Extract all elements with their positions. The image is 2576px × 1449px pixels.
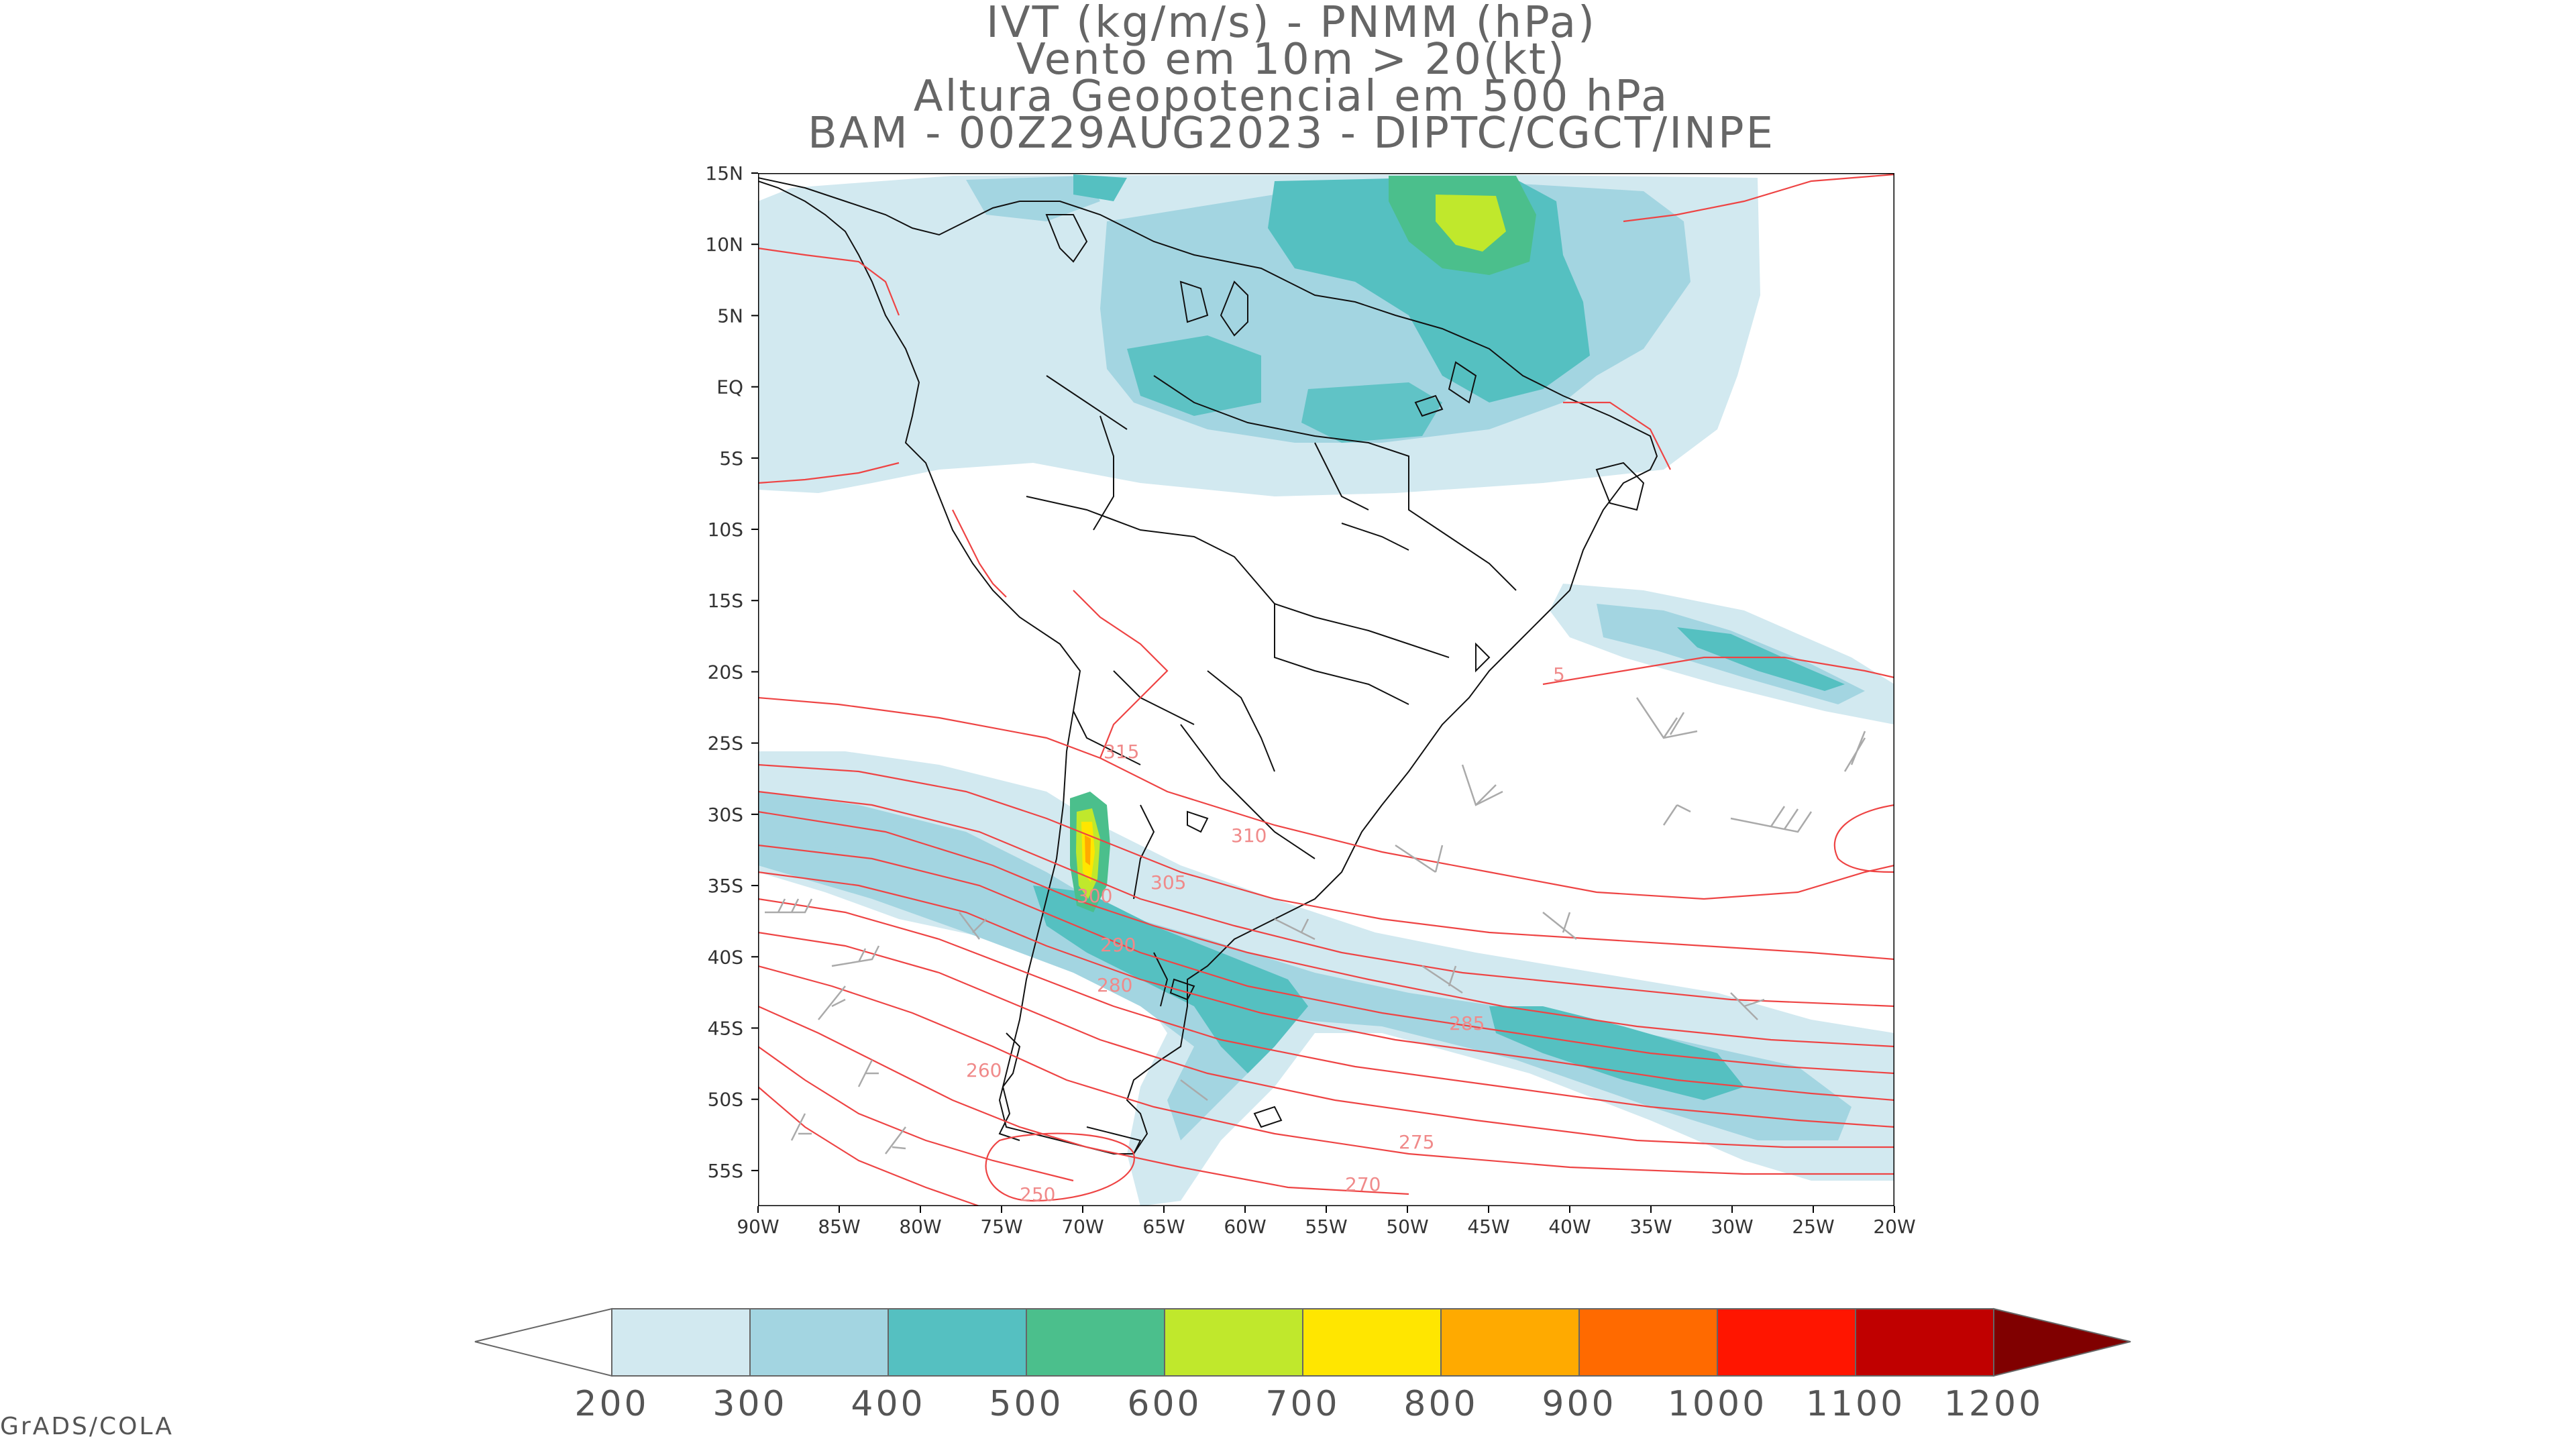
colorbar-swatch — [1164, 1308, 1303, 1377]
title-line-1: IVT (kg/m/s) - PNMM (hPa) — [986, 0, 1597, 48]
contour-label: 280 — [1097, 974, 1132, 996]
lat-tick-label: 25S — [708, 733, 743, 755]
lon-tick-label: 55W — [1305, 1216, 1347, 1238]
lat-tick-label: 20S — [708, 661, 743, 683]
colorbar-swatch — [1717, 1308, 1856, 1377]
colorbar-label: 800 — [1403, 1384, 1478, 1424]
colorbar-swatch — [611, 1308, 751, 1377]
colorbar-label: 300 — [712, 1384, 787, 1424]
colorbar-label: 1100 — [1806, 1384, 1905, 1424]
lat-tick-label: 50S — [708, 1089, 743, 1111]
lat-tick-label: 55S — [708, 1160, 743, 1182]
title-line-3: Altura Geopotencial em 500 hPa — [914, 72, 1669, 121]
lat-tick-label: 45S — [708, 1017, 743, 1039]
colorbar: 200 300 400 500 600 700 800 900 1000 1100 1200 — [474, 1307, 2131, 1424]
lon-tick-label: 85W — [818, 1216, 860, 1238]
contour-label: 5 — [1553, 663, 1565, 686]
contour-label: 270 — [1345, 1173, 1381, 1195]
contour-label: 305 — [1150, 871, 1186, 894]
colorbar-high-arrow — [1993, 1307, 2131, 1377]
lat-tick-label: 15S — [708, 590, 743, 612]
lat-tick-label: 15N — [705, 162, 743, 184]
lat-tick-label: EQ — [716, 376, 743, 398]
colorbar-swatch — [1440, 1308, 1580, 1377]
colorbar-label: 500 — [989, 1384, 1063, 1424]
contour-labels: 315 310 305 300 290 280 285 275 270 260 … — [966, 663, 1565, 1205]
latitude-axis: 15N 10N 5N EQ 5S 10S 15S 20S 25S 30S 35S 40S 45S 50S 5… — [705, 162, 758, 1182]
colorbar-swatch — [1026, 1308, 1165, 1377]
lon-tick-label: 60W — [1224, 1216, 1266, 1238]
wind-barbs — [765, 697, 1866, 1155]
ivt-shading-north — [758, 174, 1760, 496]
lat-tick-label: 5N — [717, 305, 743, 327]
contour-label: 285 — [1449, 1012, 1485, 1034]
colorbar-label: 700 — [1265, 1384, 1340, 1424]
lon-tick-label: 20W — [1873, 1216, 1915, 1238]
contour-label: 310 — [1231, 824, 1267, 847]
lon-tick-label: 80W — [899, 1216, 941, 1238]
contour-label: 300 — [1077, 885, 1112, 907]
colorbar-label: 600 — [1127, 1384, 1201, 1424]
title-line-4: BAM - 00Z29AUG2023 - DIPTC/CGCT/INPE — [808, 109, 1775, 158]
lon-tick-label: 35W — [1629, 1216, 1672, 1238]
colorbar-label: 200 — [574, 1384, 649, 1424]
colorbar-swatch — [1578, 1308, 1718, 1377]
coastlines — [758, 177, 1658, 1155]
colorbar-swatch — [1855, 1308, 1994, 1377]
contour-label: 260 — [966, 1059, 1002, 1081]
lon-tick-label: 75W — [980, 1216, 1022, 1238]
lon-tick-label: 70W — [1061, 1216, 1104, 1238]
contour-label: 275 — [1399, 1131, 1434, 1153]
colorbar-swatch — [1302, 1308, 1442, 1377]
colorbar-label: 1000 — [1668, 1384, 1767, 1424]
ivt-shading-atlantic — [1550, 584, 1894, 724]
contour-label: 290 — [1100, 934, 1136, 956]
lon-tick-label: 25W — [1792, 1216, 1834, 1238]
colorbar-label: 1200 — [1944, 1384, 2043, 1424]
lat-tick-label: 35S — [708, 875, 743, 897]
lat-tick-label: 10S — [708, 519, 743, 541]
ivt-shading-southern-band — [758, 751, 1894, 1206]
longitude-axis: 90W 85W 80W 75W 70W 65W 60W 55W 50W 45W 40W 35W 30W 2… — [737, 1206, 1916, 1238]
colorbar-low-arrow — [474, 1307, 612, 1377]
map-plot-area: 315 310 305 300 290 280 285 275 270 260 … — [758, 173, 1894, 1206]
geopotential-contours — [758, 173, 1894, 1206]
contour-label: 315 — [1104, 741, 1139, 763]
lon-tick-label: 90W — [737, 1216, 779, 1238]
colorbar-swatch — [888, 1308, 1027, 1377]
colorbar-label: 400 — [851, 1384, 925, 1424]
lon-tick-label: 50W — [1386, 1216, 1428, 1238]
title-line-2: Vento em 10m > 20(kt) — [1016, 35, 1566, 85]
lon-tick-label: 40W — [1548, 1216, 1591, 1238]
lon-tick-label: 30W — [1711, 1216, 1753, 1238]
lat-tick-label: 40S — [708, 946, 743, 968]
software-credit: GrADS/COLA — [0, 1413, 174, 1440]
lat-tick-label: 5S — [719, 447, 743, 470]
lon-tick-label: 65W — [1142, 1216, 1185, 1238]
colorbar-swatch — [749, 1308, 889, 1377]
contour-label: 250 — [1020, 1183, 1055, 1205]
lon-tick-label: 45W — [1467, 1216, 1509, 1238]
lat-tick-label: 30S — [708, 804, 743, 826]
lat-tick-label: 10N — [705, 233, 743, 256]
colorbar-label: 900 — [1542, 1384, 1616, 1424]
